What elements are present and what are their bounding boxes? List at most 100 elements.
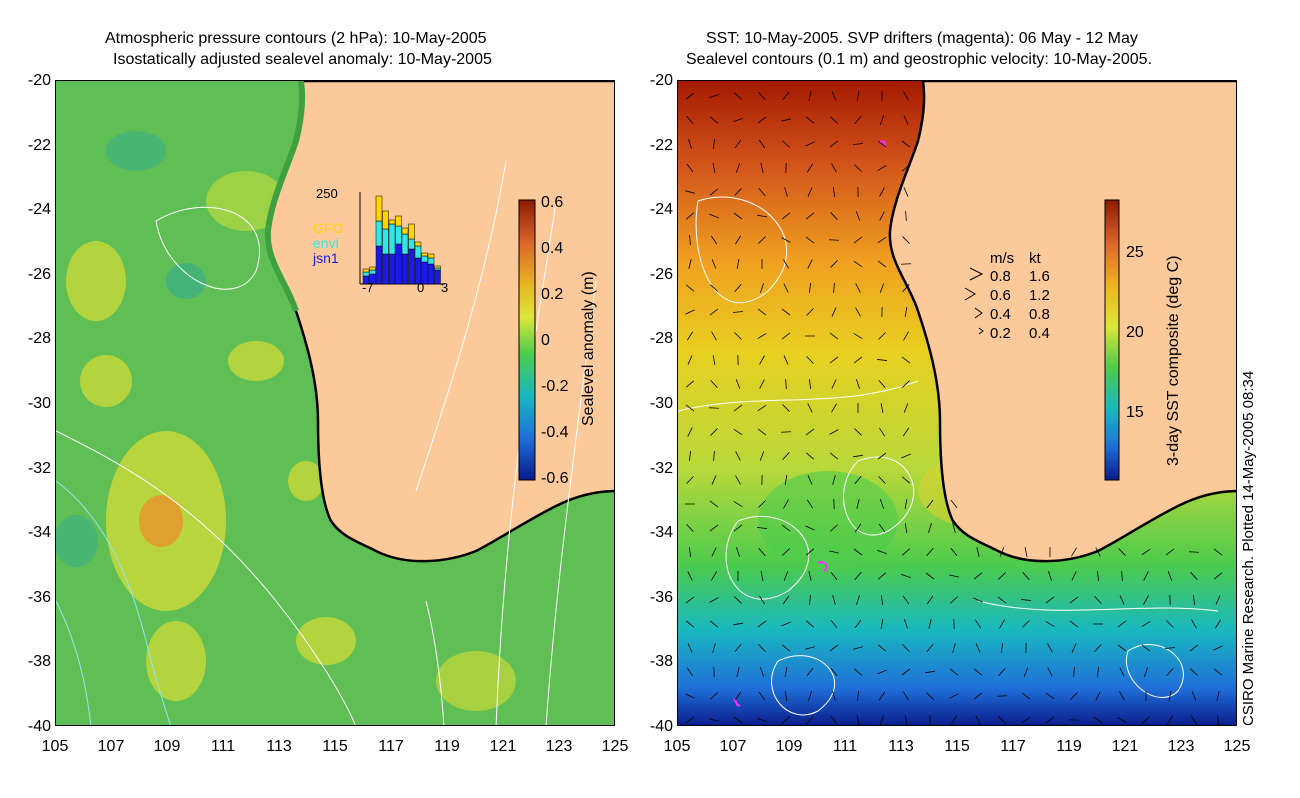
velocity-arrow (926, 547, 934, 557)
pressure-contour (56, 430, 356, 725)
velocity-arrow (903, 115, 909, 125)
left-cb-tick: 0.6 (541, 194, 564, 211)
velocity-arrow (806, 499, 814, 509)
velocity-arrow (708, 407, 720, 409)
y-tick-label: -26 (27, 265, 51, 283)
velocity-arrow (734, 283, 742, 293)
velocity-arrow (808, 571, 812, 581)
velocity-arrow (806, 356, 814, 364)
velocity-arrow (901, 548, 911, 556)
velocity-row-kt: 1.6 (1029, 268, 1050, 285)
velocity-arrow (710, 235, 718, 245)
sealevel-contour (725, 515, 810, 600)
velocity-arrow (997, 596, 1007, 604)
velocity-arrow (877, 236, 887, 244)
sealevel-contour (1125, 644, 1184, 698)
velocity-arrow (709, 500, 719, 508)
y-tick-label: -22 (649, 136, 673, 154)
velocity-arrow (831, 307, 837, 317)
velocity-arrow (709, 597, 719, 603)
anomaly-low (106, 131, 166, 171)
velocity-arrow (1094, 644, 1102, 652)
velocity-arrow (1167, 571, 1173, 581)
velocity-arrow (973, 668, 983, 676)
y-tick-label: -26 (649, 265, 673, 283)
velocity-arrow (904, 306, 908, 318)
velocity-arrow (853, 333, 863, 339)
velocity-arrow (1168, 691, 1172, 701)
velocity-arrow (949, 693, 959, 699)
velocity-arrow (878, 427, 886, 437)
velocity-arrow (926, 692, 934, 700)
velocity-arrow (1165, 548, 1175, 556)
velocity-arrow (856, 715, 860, 725)
sst-map (677, 80, 1237, 726)
velocity-arrow (687, 355, 693, 365)
velocity-row-ms: 0.4 (990, 306, 1011, 323)
velocity-arrow (973, 572, 983, 580)
velocity-arrow (1021, 692, 1031, 700)
velocity-row-kt: 0.8 (1029, 306, 1050, 323)
velocity-arrow (878, 691, 886, 701)
right-cb-tick: 15 (1126, 404, 1144, 421)
velocity-arrow (829, 356, 839, 364)
velocity-arrow (757, 620, 767, 628)
velocity-arrow (832, 475, 836, 485)
velocity-arrow (782, 452, 790, 460)
velocity-arrow (689, 546, 691, 558)
velocity-arrow (903, 91, 909, 101)
velocity-arrow (999, 547, 1005, 557)
velocity-arrow (807, 475, 813, 485)
velocity-arrow (856, 595, 860, 605)
x-tick-label: 125 (601, 738, 629, 755)
velocity-arrow (1190, 668, 1198, 676)
velocity-arrow (1069, 620, 1079, 628)
velocity-arrow (880, 619, 884, 629)
velocity-arrow (905, 210, 907, 222)
anomaly-blob (206, 171, 286, 231)
velocity-arrow (853, 646, 863, 650)
velocity-arrow (903, 619, 909, 629)
y-tick-label: -40 (649, 718, 673, 735)
velocity-arrow (735, 235, 741, 245)
pressure-contour (56, 600, 92, 725)
inset-x-label-3: 3 (441, 280, 449, 295)
velocity-arrow (1217, 714, 1219, 725)
velocity-arrow (733, 92, 743, 100)
velocity-arrow (904, 715, 908, 725)
velocity-arrow (949, 668, 959, 676)
velocity-arrow (830, 212, 838, 220)
velocity-arrow (756, 214, 768, 218)
velocity-arrow (712, 354, 716, 366)
velocity-arrow (733, 404, 743, 412)
velocity-arrow (736, 259, 740, 269)
y-tick-label: -34 (27, 524, 51, 542)
velocity-arrow (996, 695, 1008, 697)
velocity-arrow (685, 284, 695, 292)
velocity-arrow (902, 644, 910, 652)
velocity-arrow (784, 667, 788, 677)
velocity-arrow (974, 619, 982, 629)
x-tick-label: 109 (153, 738, 181, 755)
right-title-line2: Sealevel contours (0.1 m) and geostrophi… (686, 51, 1153, 68)
velocity-arrow (855, 307, 861, 317)
velocity-arrow (685, 693, 695, 699)
velocity-arrow (853, 454, 863, 458)
velocity-arrow (878, 476, 886, 484)
velocity-arrow (830, 524, 838, 532)
velocity-arrow (733, 716, 743, 724)
x-tick-label: 117 (1000, 738, 1026, 755)
right-cb-tick: 25 (1126, 244, 1144, 261)
velocity-arrow (734, 596, 742, 604)
anomaly-low (56, 515, 98, 567)
x-tick-label: 121 (489, 738, 517, 755)
velocity-arrow (857, 690, 859, 702)
velocity-arrow (781, 644, 791, 652)
velocity-arrow (877, 140, 887, 148)
velocity-arrow (831, 163, 837, 173)
velocity-arrow (856, 499, 860, 509)
velocity-arrow (854, 619, 862, 629)
velocity-arrow (831, 379, 837, 389)
velocity-arrow (829, 452, 839, 460)
velocity-arrow (709, 213, 719, 219)
